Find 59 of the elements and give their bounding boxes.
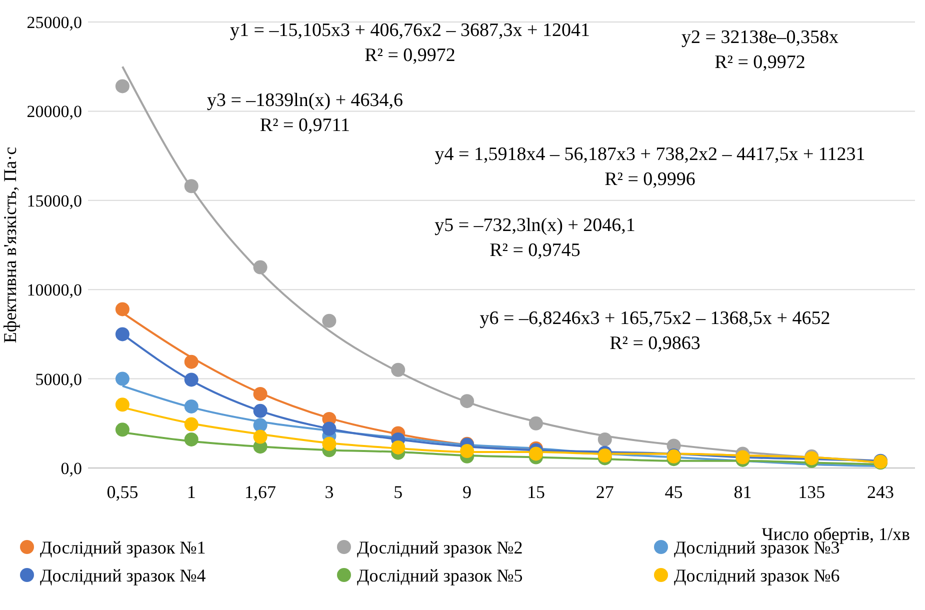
point: [115, 327, 130, 342]
point: [528, 416, 543, 430]
point: [115, 422, 130, 437]
x-tick-label: 0,55: [106, 482, 138, 502]
x-tick-label: 135: [798, 482, 826, 502]
legend-label: Дослідний зразок №4: [40, 565, 206, 586]
point: [184, 417, 198, 432]
point: [184, 432, 198, 446]
point: [253, 418, 268, 432]
x-tick-label: 243: [867, 482, 894, 502]
point: [115, 372, 130, 386]
legend-label: Дослідний зразок №6: [674, 565, 840, 586]
y-tick-label: 5000,0: [35, 370, 82, 389]
annotation: y6 = –6,8246x3 + 165,75x2 – 1368,5x + 4652 R² = 0,9863: [480, 308, 830, 354]
point: [322, 314, 336, 328]
point: [184, 399, 198, 414]
annotation: y5 = –732,3ln(x) + 2046,1 R² = 0,9745: [434, 215, 636, 261]
x-tick-label: 27: [596, 482, 614, 502]
x-tick-label: 5: [394, 482, 403, 502]
point: [184, 179, 198, 194]
point: [598, 448, 612, 463]
annotation: y4 = 1,5918x4 – 56,187x3 + 738,2x2 – 4417,5x + 11231 R² = 0,9996: [434, 144, 866, 190]
point: [115, 79, 130, 94]
x-tick-label: 15: [526, 482, 545, 502]
y-tick-label: 25000,0: [26, 12, 82, 32]
point: [115, 302, 130, 316]
annotation: y1 = –15,105x3 + 406,76x2 – 3687,3x + 12041 R² = 0,9972: [230, 20, 590, 66]
annotation: y3 = –1839ln(x) + 4634,6 R² = 0,9711: [206, 90, 404, 136]
legend-label: Дослідний зразок №5: [357, 565, 523, 586]
point: [391, 440, 406, 454]
legend-label: Дослідний зразок №2: [357, 537, 523, 558]
x-tick-label: 1: [186, 482, 196, 502]
point: [184, 372, 198, 387]
point: [736, 450, 750, 464]
x-tick-label: 9: [462, 482, 472, 502]
point: [253, 404, 268, 418]
point: [460, 444, 474, 458]
point: [528, 446, 543, 461]
point: [253, 260, 268, 274]
y-axis-title: Ефективна в'язкість, Па·с: [0, 146, 20, 344]
point: [460, 394, 474, 408]
point: [253, 430, 268, 444]
y-tick-label: 10000,0: [26, 280, 82, 300]
y-tick-label: 15000,0: [26, 191, 82, 210]
y-tick-label: 0,0: [60, 458, 82, 478]
point: [253, 386, 268, 401]
legend-label: Дослідний зразок №1: [40, 537, 206, 558]
point: [598, 432, 612, 446]
annotation: y2 = 32138e–0,358x R² = 0,9972: [682, 27, 839, 73]
point: [184, 354, 198, 369]
point: [115, 398, 130, 412]
point: [322, 436, 336, 451]
point: [391, 362, 406, 377]
x-tick-label: 1,67: [244, 482, 276, 502]
point: [322, 422, 336, 436]
x-tick-label: 3: [324, 482, 334, 502]
x-tick-label: 45: [664, 482, 683, 502]
x-tick-label: 81: [734, 482, 752, 502]
y-tick-label: 20000,0: [26, 102, 82, 122]
